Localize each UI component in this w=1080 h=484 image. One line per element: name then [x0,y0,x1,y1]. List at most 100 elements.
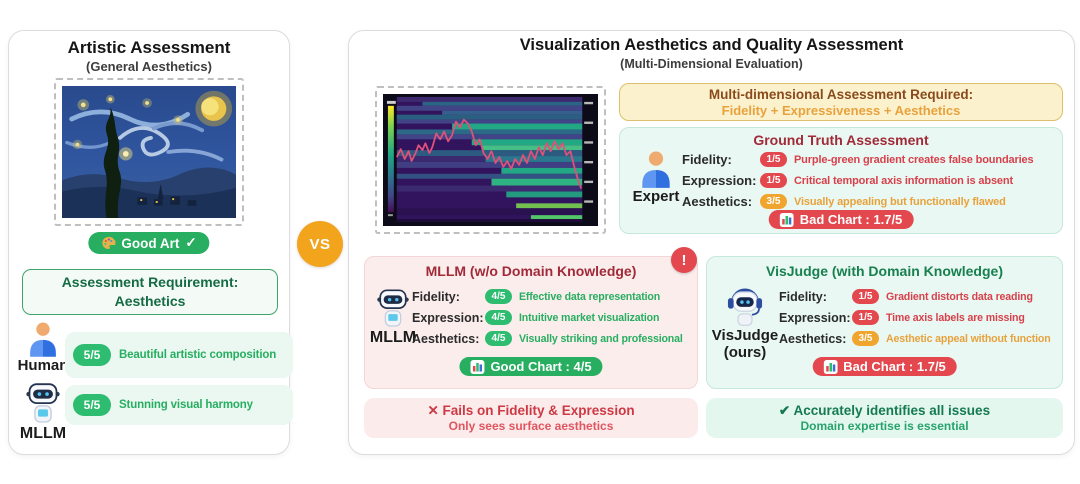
bar-chart-icon [823,359,838,374]
expert-rater: Expert [628,150,684,205]
vis-assessment-panel: Visualization Aesthetics and Quality Ass… [348,30,1075,455]
visjudge-rater-label2: (ours) [723,343,767,361]
good-chart-badge: Good Chart : 4/5 [459,357,603,376]
mllm-note-box: ✕ Fails on Fidelity & Expression Only se… [364,398,698,438]
visjudge-note-line2: Domain expertise is essential [800,419,969,433]
check-icon: ✔ [778,403,791,418]
score-comment: Intuitive market visualization [519,311,660,324]
check-icon: ✓ [185,235,197,250]
good-art-label: Good Art [121,235,180,251]
dimension-label: Fidelity: [412,289,460,304]
assessment-requirement-box: Assessment Requirement: Aesthetics [22,269,278,315]
assessment-row: Expression: 4/5 Intuitive market visuali… [412,307,683,328]
palette-icon [101,236,116,250]
starry-night-painting [62,86,236,218]
score-comment: Time axis labels are missing [886,311,1025,324]
multi-dimensional-banner: Multi-dimensional Assessment Required: F… [619,83,1063,121]
visjudge-assessment-box: VisJudge (with Domain Knowledge) VisJudg… [706,256,1063,389]
mllm-rater-label: MLLM [369,329,417,346]
assessment-row: Fidelity: 1/5 Gradient distorts data rea… [779,286,1051,307]
score-pill: 4/5 [485,289,512,304]
score-pill: 3/5 [760,194,787,209]
viridis-chart-thumbnail [383,94,598,226]
starry-night-frame [54,78,244,226]
visjudge-note-line1: ✔ Accurately identifies all issues [779,403,990,419]
ground-truth-box: Ground Truth Assessment Expert Fidelity:… [619,127,1063,234]
expert-label: Expert [632,188,680,205]
cross-icon: ✕ [427,403,439,418]
mllm-rater: MLLM [17,383,69,443]
human-rater: Human [17,321,69,374]
requirement-value: Aesthetics [114,293,186,309]
verdict-label: Bad Chart : 1.7/5 [799,212,903,227]
human-label: Human [17,357,69,374]
expert-icon [639,150,673,188]
assessment-row: Aesthetics: 3/5 Visually appealing but f… [682,191,1033,212]
visjudge-note-box: ✔ Accurately identifies all issues Domai… [706,398,1063,438]
score-pill: 4/5 [485,310,512,325]
score-comment: Purple-green gradient creates false boun… [794,153,1034,166]
assessment-row: Expression: 1/5 Critical temporal axis i… [682,170,1033,191]
score-comment: Effective data representation [519,290,661,303]
assessment-row: Fidelity: 4/5 Effective data representat… [412,286,683,307]
banner-line1: Multi-dimensional Assessment Required: [708,86,974,102]
robot-icon [376,289,410,329]
good-art-badge: Good Art ✓ [88,232,210,254]
left-panel-subtitle: (General Aesthetics) [86,59,212,74]
assessment-row: Expression: 1/5 Time axis labels are mis… [779,307,1051,328]
good-art-badge-wrap: Good Art ✓ [88,232,210,255]
score-pill: 1/5 [852,289,879,304]
mllm-assessment-box: ! MLLM (w/o Domain Knowledge) MLLM [364,247,698,389]
left-panel-title: Artistic Assessment [67,38,231,57]
score-pill: 3/5 [852,331,879,346]
banner-line2: Fidelity + Expressiveness + Aesthetics [721,102,961,118]
dimension-label: Expression: [682,173,757,188]
gt-verdict-wrap: Bad Chart : 1.7/5 [768,210,914,232]
requirement-title: Assessment Requirement: [61,274,239,291]
artistic-assessment-panel: Artistic Assessment (General Aesthetics) [8,30,293,455]
human-icon [27,321,59,357]
score-pill: 5/5 [73,344,111,366]
visjudge-rows: Fidelity: 1/5 Gradient distorts data rea… [779,286,1051,349]
score-comment: Critical temporal axis information is ab… [794,174,1013,187]
bad-chart-badge: Bad Chart : 1.7/5 [812,357,957,376]
score-comment: Beautiful artistic composition [119,349,277,361]
mllm-rater: MLLM [367,289,419,347]
score-pill: 5/5 [73,394,111,416]
dimension-label: Expression: [779,310,851,325]
bar-chart-icon [470,359,485,374]
mllm-box-title: MLLM (w/o Domain Knowledge) [425,263,637,279]
score-pill: 4/5 [485,331,512,346]
score-pill: 1/5 [760,152,787,167]
mllm-note-line1: ✕ Fails on Fidelity & Expression [427,403,634,419]
dimension-label: Aesthetics: [779,331,847,346]
visjudge-box-title: VisJudge (with Domain Knowledge) [766,263,1003,279]
dimension-label: Aesthetics: [412,331,480,346]
dimension-label: Aesthetics: [682,194,753,209]
alert-icon: ! [671,247,697,273]
score-comment: Gradient distorts data reading [886,290,1033,303]
bad-chart-badge: Bad Chart : 1.7/5 [768,210,914,229]
score-pill: 1/5 [852,310,879,325]
score-pill: 1/5 [760,173,787,188]
visjudge-robot-icon [724,285,766,327]
visjudge-rater-label1: VisJudge [711,327,779,344]
chart-thumbnail-frame [375,86,606,234]
mllm-note-text1: Fails on Fidelity & Expression [442,403,635,418]
assessment-row: Aesthetics: 4/5 Visually striking and pr… [412,328,683,349]
verdict-label: Good Chart : 4/5 [490,359,592,374]
ground-truth-rows: Fidelity: 1/5 Purple-green gradient crea… [682,149,1034,212]
score-comment: Aesthetic appeal without function [886,332,1051,345]
right-panel-subtitle: (Multi-Dimensional Evaluation) [620,57,803,71]
visjudge-rater: VisJudge (ours) [711,285,779,361]
dimension-label: Fidelity: [682,152,732,167]
right-panel-title: Visualization Aesthetics and Quality Ass… [519,36,904,54]
score-comment: Stunning visual harmony [119,399,253,411]
human-comment-card: 5/5 Beautiful artistic composition [65,332,293,378]
visjudge-verdict-wrap: Bad Chart : 1.7/5 [812,357,957,379]
mllm-rows: Fidelity: 4/5 Effective data representat… [412,286,683,349]
mllm-comment-card: 5/5 Stunning visual harmony [65,385,293,425]
score-comment: Visually appealing but functionally flaw… [794,195,1006,208]
bar-chart-icon [779,212,794,227]
